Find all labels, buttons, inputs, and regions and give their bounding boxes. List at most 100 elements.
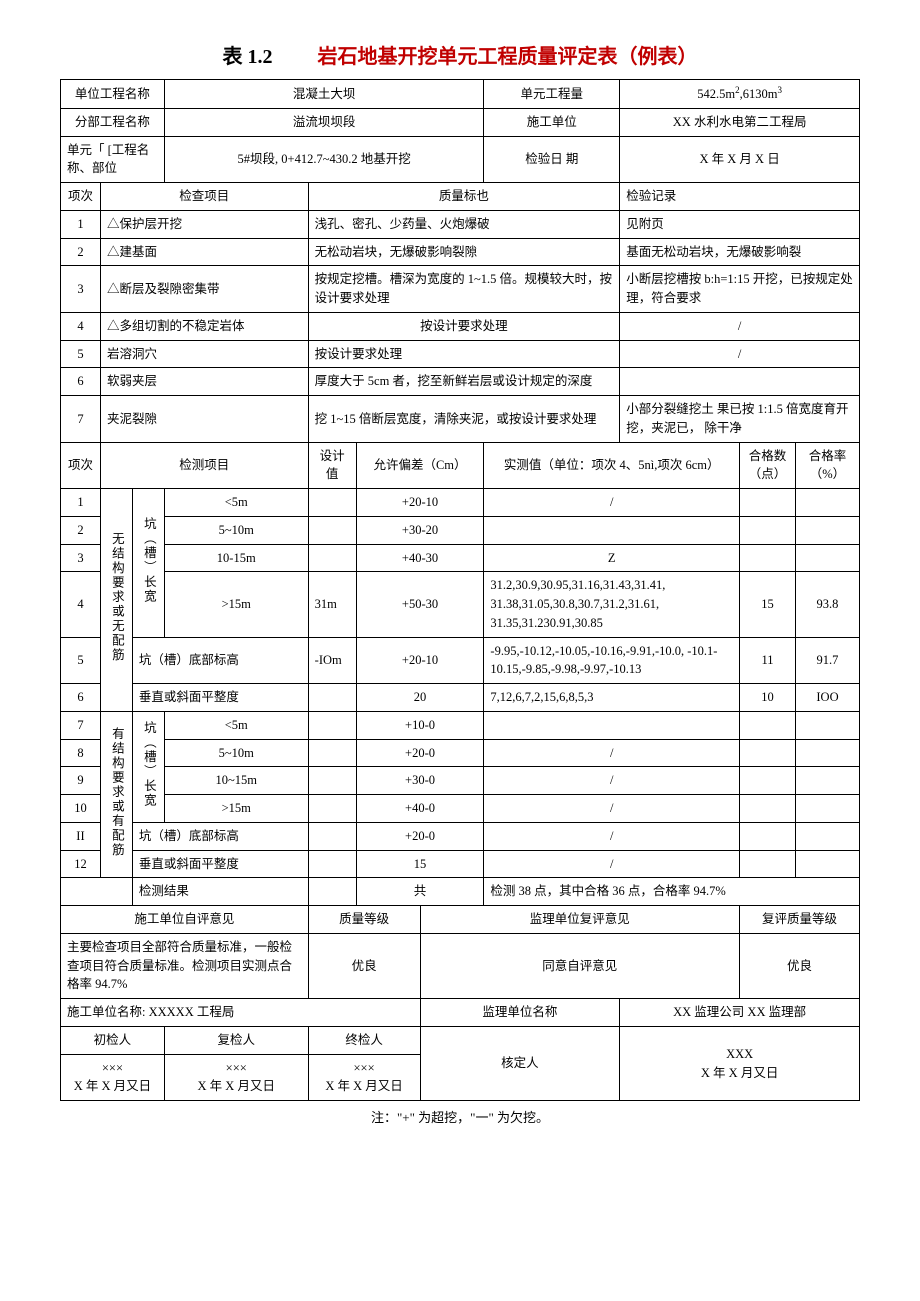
check-row-1: 1 △保护层开挖 浅孔、密孔、少药量、火炮爆破 见附页 (61, 210, 860, 238)
m12-item: 垂直或斜面平整度 (132, 850, 308, 878)
page-title: 表 1.2 岩石地基开挖单元工程质量评定表（例表） (60, 40, 860, 69)
m1-n: 1 (61, 489, 101, 517)
m2-rate (795, 516, 859, 544)
main-table: 单位工程名称 混凝土大坝 单元工程量 542.5m2,6130m3 分部工程名称… (60, 79, 860, 1101)
m10-n: 10 (61, 795, 101, 823)
cr5-item: 岩溶洞穴 (100, 340, 308, 368)
check-row-4: 4 △多组切割的不稳定岩体 按设计要求处理 / (61, 312, 860, 340)
mc2: 检测项目 (100, 442, 308, 489)
result-label: 检测结果 (132, 878, 308, 906)
meas-row-7: 7 有结构要求或有配筋 坑（槽）长宽 <5m +10-0 (61, 711, 860, 739)
group1-label: 无结构要求或无配筋 (100, 489, 132, 712)
meas-row-2: 2 5~10m +30-20 (61, 516, 860, 544)
m4-tol: +50-30 (356, 572, 484, 637)
m9-rate (795, 767, 859, 795)
footnote: 注："+" 为超挖，"一" 为欠挖。 (60, 1107, 860, 1126)
m9-item: 10~15m (164, 767, 308, 795)
m6-ok: 10 (740, 684, 796, 712)
m1-rate (795, 489, 859, 517)
grade-label: 质量等级 (308, 906, 420, 934)
construct-name: 施工单位名称: XXXXX 工程局 (61, 999, 421, 1027)
m3-n: 3 (61, 544, 101, 572)
check3-label: 终检人 (308, 1026, 420, 1054)
m1-d (308, 489, 356, 517)
footer-labels: 施工单位自评意见 质量等级 监理单位复评意见 复评质量等级 (61, 906, 860, 934)
check2-sign-text: ××× (171, 1059, 302, 1078)
check3-sign: ××× X 年 X 月又日 (308, 1054, 420, 1101)
result-blank (61, 878, 133, 906)
m10-rate (795, 795, 859, 823)
check-row-3: 3 △断层及裂隙密集带 按规定挖槽。槽深为宽度的 1~1.5 倍。规模较大时，按… (61, 266, 860, 313)
cr3-rec: 小断层挖槽按 b:h=1:15 开挖，已按规定处理，符合要求 (620, 266, 860, 313)
m8-item: 5~10m (164, 739, 308, 767)
m11-val: / (484, 822, 740, 850)
cr6-rec (620, 368, 860, 396)
check2-label: 复检人 (164, 1026, 308, 1054)
cr2-std: 无松动岩块，无爆破影响裂隙 (308, 238, 620, 266)
m10-ok (740, 795, 796, 823)
check2-sign: ××× X 年 X 月又日 (164, 1054, 308, 1101)
m8-ok (740, 739, 796, 767)
m5-ok: 11 (740, 637, 796, 684)
result-text: 检测 38 点，其中合格 36 点，合格率 94.7% (484, 878, 860, 906)
meas-row-11: II 坑（槽）底部标高 +20-0 / (61, 822, 860, 850)
m2-val (484, 516, 740, 544)
m7-tol: +10-0 (356, 711, 484, 739)
m12-rate (795, 850, 859, 878)
result-gong: 共 (356, 878, 484, 906)
review-grade-val: 优良 (740, 933, 860, 998)
check1-date: X 年 X 月又日 (67, 1077, 158, 1096)
check1-label: 初检人 (61, 1026, 165, 1054)
m6-rate: IOO (795, 684, 859, 712)
cr3-item: △断层及裂隙密集带 (100, 266, 308, 313)
m3-rate (795, 544, 859, 572)
check-row-7: 7 夹泥裂隙 挖 1~15 倍断层宽度，清除夹泥，或按设计要求处理 小部分裂缝挖… (61, 396, 860, 443)
meas-row-6: 6 垂直或斜面平整度 20 7,12,6,7,2,15,6,8,5,3 10 I… (61, 684, 860, 712)
check1-sign: ××× X 年 X 月又日 (61, 1054, 165, 1101)
col-std: 质量标也 (308, 183, 620, 211)
sub1-label-b: 坑（槽）长宽 (132, 711, 164, 822)
m11-rate (795, 822, 859, 850)
supervise-name-label: 监理单位名称 (420, 999, 620, 1027)
m3-d (308, 544, 356, 572)
cr7-item: 夹泥裂隙 (100, 396, 308, 443)
m1-item: <5m (164, 489, 308, 517)
cr5-n: 5 (61, 340, 101, 368)
check-row-6: 6 软弱夹层 厚度大于 5cm 者，挖至新鲜岩层或设计规定的深度 (61, 368, 860, 396)
m9-ok (740, 767, 796, 795)
check1-sign-text: ××× (67, 1059, 158, 1078)
cr6-item: 软弱夹层 (100, 368, 308, 396)
mc1: 项次 (61, 442, 101, 489)
m11-ok (740, 822, 796, 850)
cr4-std: 按设计要求处理 (308, 312, 620, 340)
m8-rate (795, 739, 859, 767)
m3-tol: +40-30 (356, 544, 484, 572)
m4-rate: 93.8 (795, 572, 859, 637)
cr7-rec: 小部分裂缝挖土 果已按 1:1.5 倍宽度育开挖，夹泥已， 除干净 (620, 396, 860, 443)
col-n: 项次 (61, 183, 101, 211)
m12-d (308, 850, 356, 878)
m4-ok: 15 (740, 572, 796, 637)
hdr-row-2: 分部工程名称 溢流坝坝段 施工单位 XX 水利水电第二工程局 (61, 108, 860, 136)
meas-row-12: 12 垂直或斜面平整度 15 / (61, 850, 860, 878)
m10-d (308, 795, 356, 823)
checker-labels: 初检人 复检人 终检人 核定人 XXX X 年 X 月又日 (61, 1026, 860, 1054)
meas-row-4: 4 >15m 31m +50-30 31.2,30.9,30.95,31.16,… (61, 572, 860, 637)
m5-tol: +20-10 (356, 637, 484, 684)
cr5-rec: / (620, 340, 860, 368)
m1-ok (740, 489, 796, 517)
cr1-item: △保护层开挖 (100, 210, 308, 238)
cr4-rec: / (620, 312, 860, 340)
meas-row-5: 5 坑（槽）底部标高 -IOm +20-10 -9.95,-10.12,-10.… (61, 637, 860, 684)
supervise-name-value: XX 监理公司 XX 监理部 (620, 999, 860, 1027)
grade-val: 优良 (308, 933, 420, 998)
mc7: 合格率（%） (795, 442, 859, 489)
construct-value: XX 水利水电第二工程局 (620, 108, 860, 136)
col-item: 检查项目 (100, 183, 308, 211)
unit-elem-label: 单元「 [工程名称、部位 (61, 136, 165, 183)
m1-tol: +20-10 (356, 489, 484, 517)
check2-date: X 年 X 月又日 (171, 1077, 302, 1096)
m11-item: 坑（槽）底部标高 (132, 822, 308, 850)
cr6-std: 厚度大于 5cm 者，挖至新鲜岩层或设计规定的深度 (308, 368, 620, 396)
table-title: 岩石地基开挖单元工程质量评定表（例表） (318, 46, 698, 68)
